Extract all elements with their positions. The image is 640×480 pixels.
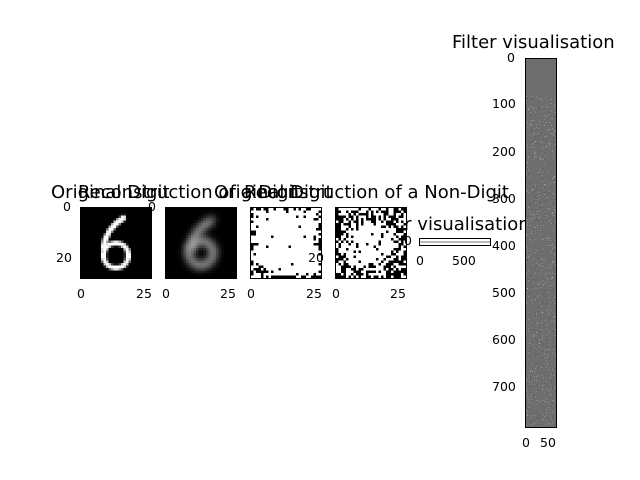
panel-3-axes <box>250 207 322 279</box>
large-filter-ytick-500: 500 <box>492 285 516 300</box>
panel-3-title: Original Digit <box>214 182 333 203</box>
panel-3-xtick-25: 25 <box>306 286 322 301</box>
large-filter-xtick-0: 0 <box>522 435 530 450</box>
panel-1-ytick-20: 20 <box>56 250 72 265</box>
large-filter-ytick-300: 300 <box>492 191 516 206</box>
panel-3-ytick-20: 20 <box>308 250 324 265</box>
panel-1-title: Original Digit <box>51 182 170 203</box>
panel-4-title: Reconstruction of a Non-Digit <box>244 182 509 203</box>
panel-3-xtick-0: 0 <box>247 286 255 301</box>
original-noise-image <box>251 208 321 278</box>
large-filter-ytick-600: 600 <box>492 332 516 347</box>
small-filter-xtick-500: 500 <box>452 253 476 268</box>
large-filter-xtick-50: 50 <box>540 435 556 450</box>
small-filter-ytick-0: 0 <box>404 233 412 248</box>
panel-1-xtick-0: 0 <box>77 286 85 301</box>
large-filter-title: Filter visualisation <box>452 32 615 53</box>
small-filter-title: Filter visualisation <box>367 214 530 235</box>
panel-2-xtick-0: 0 <box>162 286 170 301</box>
large-filter-ytick-700: 700 <box>492 379 516 394</box>
original-digit-image <box>81 208 151 278</box>
panel-1-xtick-25: 25 <box>136 286 152 301</box>
panel-1-axes <box>80 207 152 279</box>
small-filter-xtick-0: 0 <box>416 253 424 268</box>
panel-4-xtick-25: 25 <box>390 286 406 301</box>
large-filter-ytick-0: 0 <box>507 50 515 65</box>
reconstructed-non-digit-image <box>336 208 406 278</box>
large-filter-ytick-200: 200 <box>492 144 516 159</box>
panel-2-ytick-0: 0 <box>148 199 156 214</box>
large-filter-ytick-100: 100 <box>492 96 516 111</box>
filter-weights-image <box>526 59 556 427</box>
panel-2-xtick-25: 25 <box>220 286 236 301</box>
small-filter-axes <box>419 238 491 246</box>
large-filter-axes <box>525 58 557 428</box>
panel-1-ytick-0: 0 <box>63 199 71 214</box>
panel-2-title: Reconstruction of a Digit <box>78 182 301 203</box>
large-filter-ytick-400: 400 <box>492 238 516 253</box>
panel-4-xtick-0: 0 <box>332 286 340 301</box>
reconstructed-digit-image <box>166 208 236 278</box>
panel-2-axes <box>165 207 237 279</box>
small-filter-strip <box>420 241 490 243</box>
panel-4-axes <box>335 207 407 279</box>
